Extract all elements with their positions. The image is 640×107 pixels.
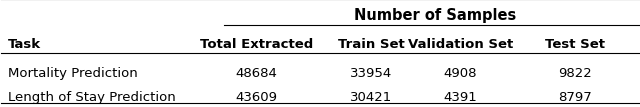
Text: Train Set: Train Set	[338, 38, 404, 51]
Text: Length of Stay Prediction: Length of Stay Prediction	[8, 91, 175, 104]
Text: Test Set: Test Set	[545, 38, 605, 51]
Text: Total Extracted: Total Extracted	[200, 38, 313, 51]
Text: 30421: 30421	[350, 91, 392, 104]
Text: 43609: 43609	[236, 91, 277, 104]
Text: Mortality Prediction: Mortality Prediction	[8, 67, 138, 80]
Text: 9822: 9822	[558, 67, 592, 80]
Text: 4391: 4391	[444, 91, 477, 104]
Text: 33954: 33954	[350, 67, 392, 80]
Text: 4908: 4908	[444, 67, 477, 80]
Text: Validation Set: Validation Set	[408, 38, 513, 51]
Text: Task: Task	[8, 38, 41, 51]
Text: 48684: 48684	[236, 67, 277, 80]
Text: Number of Samples: Number of Samples	[353, 8, 516, 23]
Text: 8797: 8797	[558, 91, 592, 104]
